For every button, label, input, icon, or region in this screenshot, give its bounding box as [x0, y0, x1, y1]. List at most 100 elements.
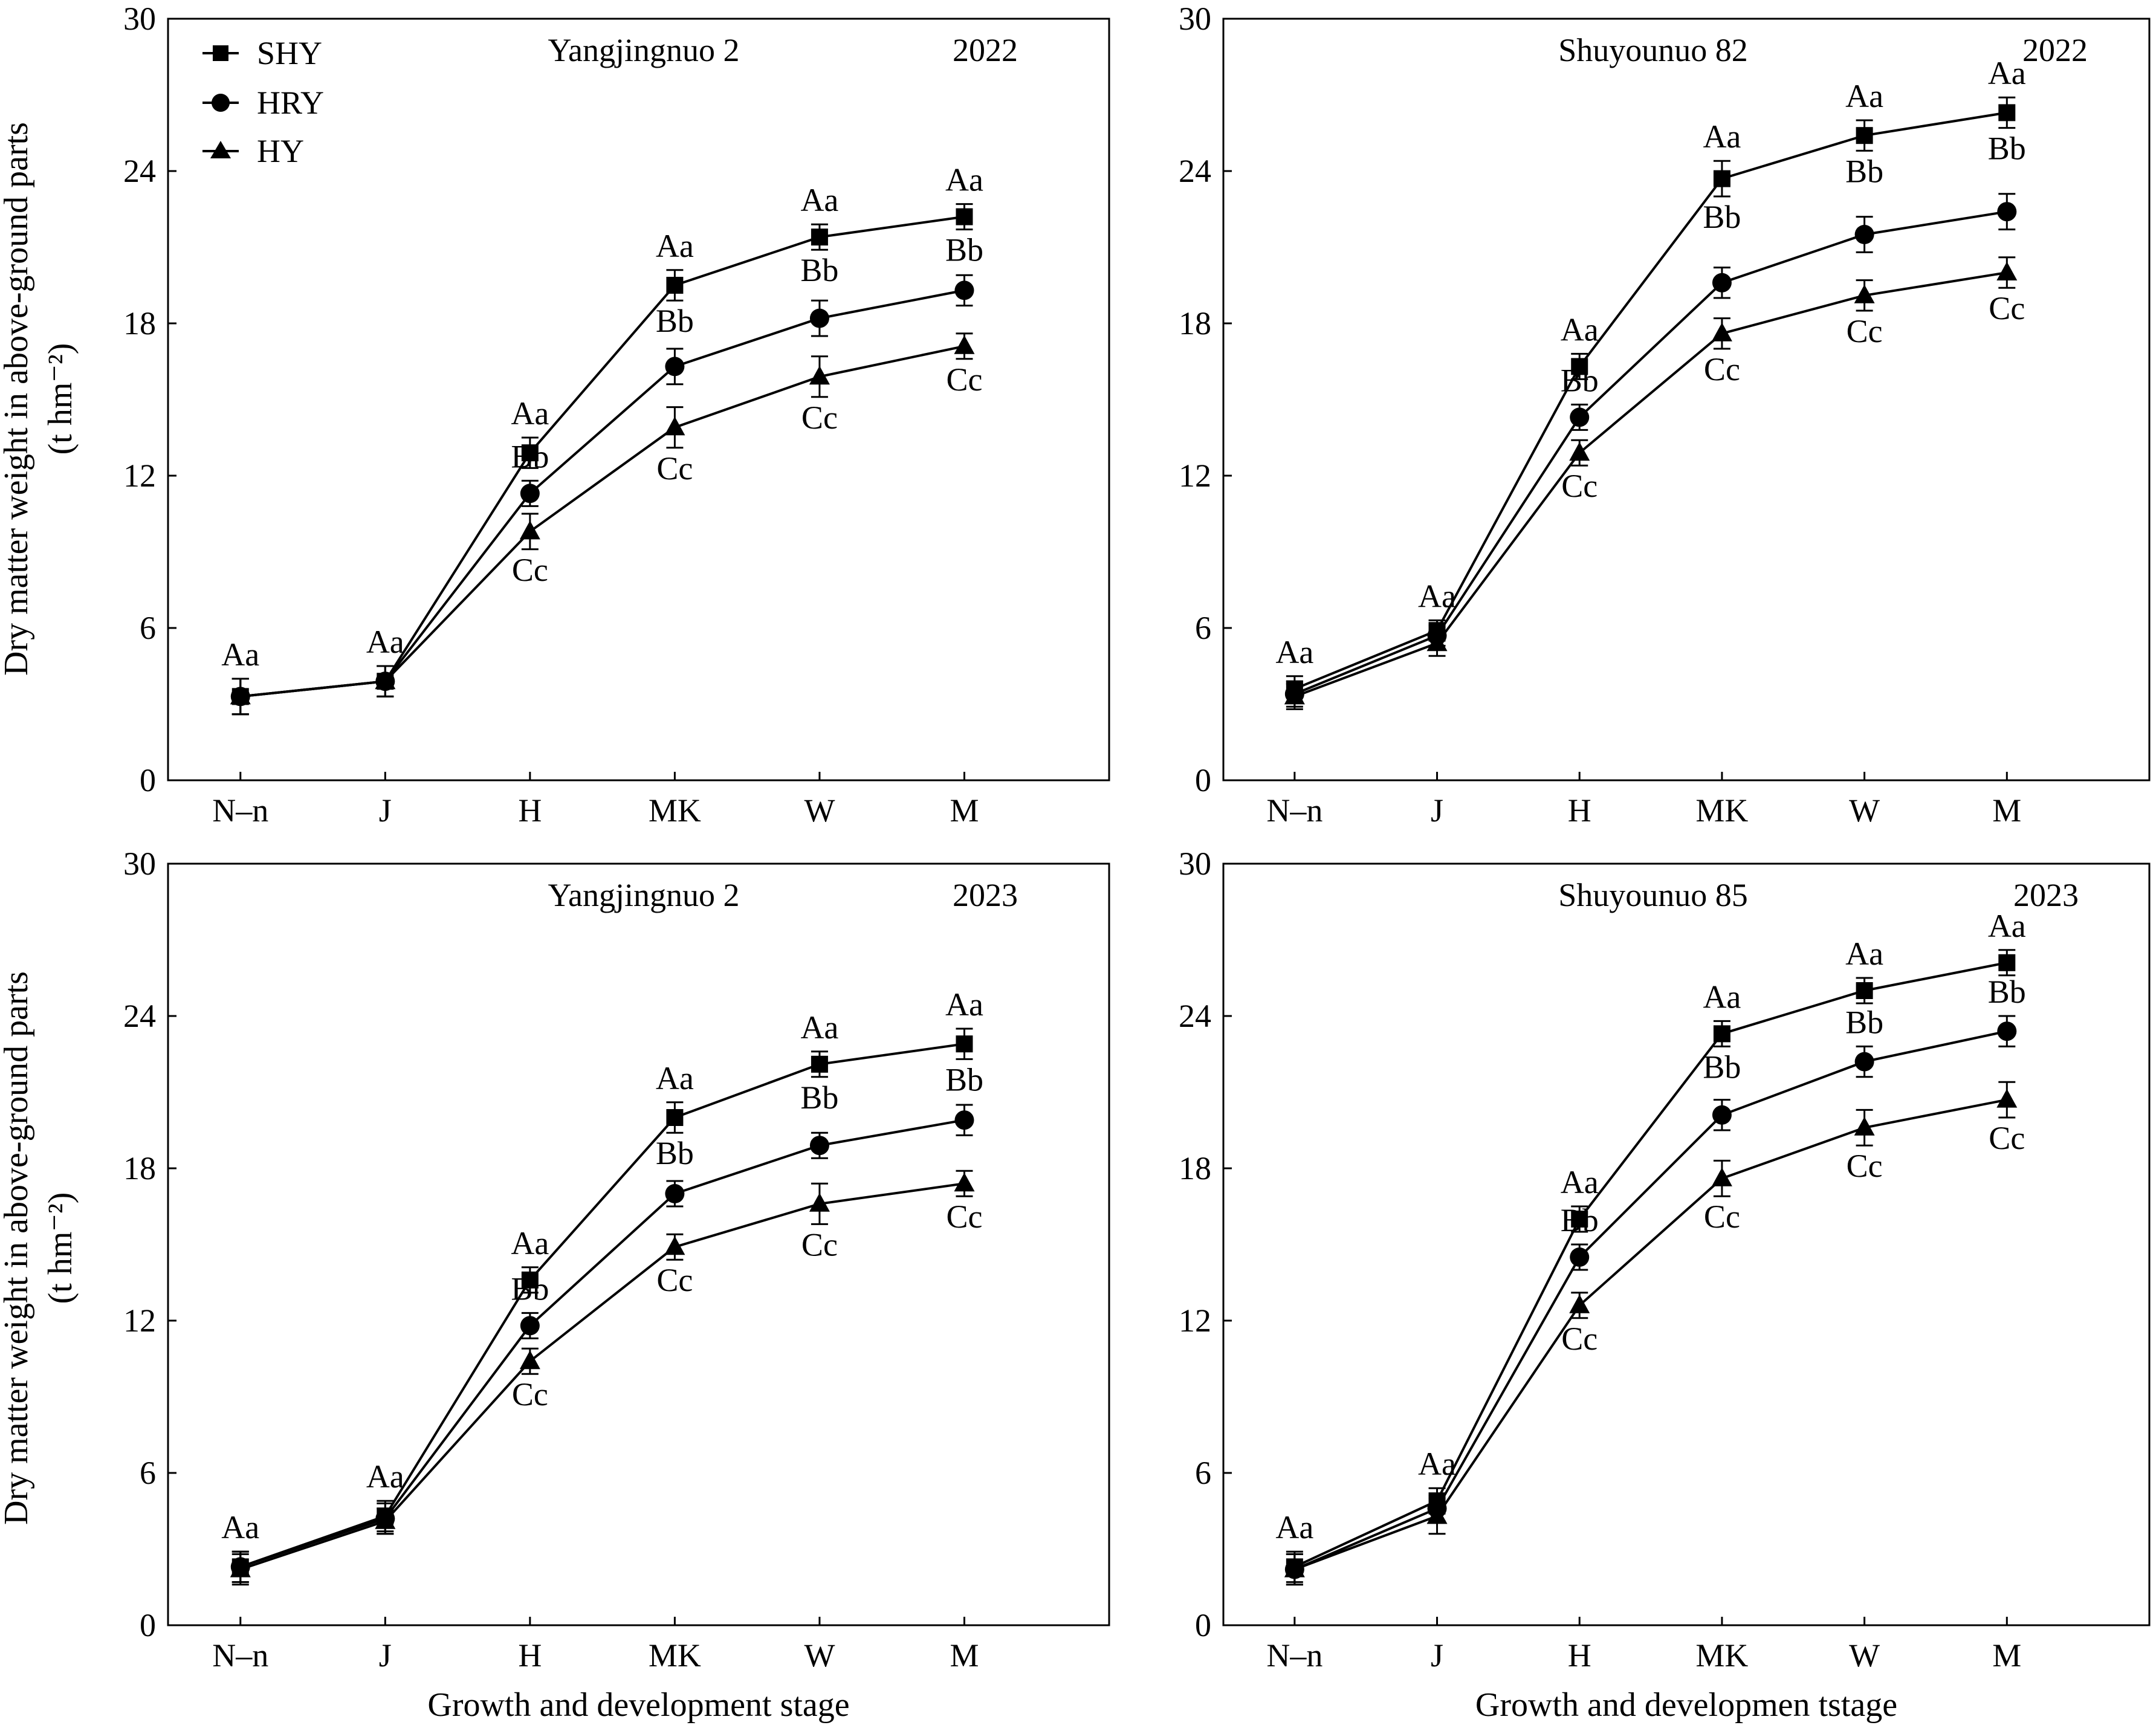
- y-tick-label: 12: [1179, 458, 1211, 494]
- data-point-shy: [811, 228, 828, 246]
- data-point-hry: [665, 1184, 685, 1203]
- significance-label: Aa: [800, 182, 838, 218]
- plot-frame: [167, 18, 1110, 781]
- data-point-hy: [1284, 685, 1305, 705]
- significance-label: Aa: [366, 1458, 404, 1495]
- data-point-hy: [230, 1558, 251, 1577]
- legend-marker-hry: [212, 94, 230, 112]
- x-tick-label: M: [950, 1637, 979, 1674]
- data-point-hry: [1712, 273, 1732, 293]
- significance-label: Cc: [1561, 468, 1598, 504]
- significance-label: Aa: [221, 1509, 259, 1545]
- y-tick-label: 18: [123, 1150, 156, 1186]
- x-tick-label: J: [1431, 792, 1443, 829]
- significance-label: Bb: [656, 1135, 694, 1171]
- data-point-hry: [520, 1316, 540, 1336]
- x-tick-label: MK: [1695, 1637, 1748, 1674]
- data-point-hy: [375, 1510, 396, 1529]
- significance-label: Aa: [1703, 118, 1741, 155]
- data-point-shy: [666, 1109, 684, 1126]
- data-point-shy: [811, 1055, 828, 1073]
- data-point-hy: [809, 366, 830, 385]
- significance-label: Bb: [1988, 974, 2026, 1010]
- data-point-hy: [1569, 442, 1590, 461]
- significance-label: Bb: [945, 1061, 983, 1098]
- legend-marker-shy: [213, 45, 228, 61]
- data-point-hry: [520, 484, 540, 503]
- legend: SHY HRY HY: [202, 35, 324, 169]
- data-point-hry: [1997, 1021, 2017, 1041]
- y-tick-label: 6: [1195, 610, 1211, 646]
- data-point-hy: [519, 520, 540, 540]
- data-point-hy: [1996, 1089, 2018, 1108]
- panel-title: Shuyounuo 82: [1558, 32, 1748, 68]
- significance-label: Aa: [656, 1060, 694, 1096]
- significance-label: Cc: [1847, 1148, 1883, 1184]
- significance-label: Cc: [1989, 1120, 2025, 1156]
- data-point-hry: [1854, 225, 1874, 244]
- x-tick-label: W: [1849, 792, 1880, 829]
- series-line-hry: [1294, 1030, 2007, 1571]
- data-point-hry: [954, 1110, 974, 1130]
- series-line-shy: [240, 215, 965, 698]
- x-axis-label: Growth and developmen tstage: [1475, 1686, 1897, 1724]
- x-tick-label: M: [950, 792, 979, 829]
- y-tick-label: 30: [1179, 1, 1211, 37]
- data-point-shy: [1998, 104, 2016, 121]
- x-tick-label: J: [1431, 1637, 1443, 1674]
- figure-labels: Dry matter weight in above-ground parts …: [0, 122, 79, 1525]
- significance-label: Aa: [1561, 1164, 1599, 1200]
- chart-panel-3: 0 6 12 18 24 30 N–n J H MK W M Yangjingnuo 2 2023 Grow…: [123, 846, 1110, 1724]
- y-tick-label: 12: [1179, 1302, 1211, 1339]
- y-tick-label: 24: [123, 998, 156, 1034]
- y-tick-label: 18: [123, 305, 156, 341]
- data-point-hy: [954, 1173, 975, 1192]
- legend-marker-hy: [210, 141, 231, 158]
- series-line-shy: [240, 1043, 965, 1568]
- significance-label: Cc: [1561, 1321, 1598, 1357]
- data-point-hry: [665, 357, 685, 377]
- series-line-hy: [240, 1182, 965, 1571]
- significance-label: Bb: [1561, 1202, 1599, 1238]
- y-axis-unit-top: (t hm⁻²): [42, 343, 79, 455]
- significance-label: Aa: [945, 986, 983, 1023]
- data-point-shy: [1713, 1025, 1730, 1043]
- y-tick-label: 0: [140, 762, 156, 798]
- x-tick-label: MK: [649, 1637, 701, 1674]
- panel-year: 2023: [953, 877, 1018, 913]
- legend-label-shy: SHY: [257, 35, 322, 71]
- panel-title: Shuyounuo 85: [1558, 877, 1748, 913]
- x-axis-label: Growth and development stage: [427, 1686, 849, 1724]
- series-line-hy: [240, 345, 965, 698]
- x-tick-label: M: [1992, 792, 2021, 829]
- data-point-hy: [664, 1236, 685, 1255]
- data-point-hry: [1570, 1247, 1590, 1267]
- data-point-hy: [1996, 262, 2018, 280]
- panel-title: Yangjingnuo 2: [548, 877, 739, 913]
- significance-label: Bb: [1845, 1004, 1883, 1040]
- significance-label: Bb: [1703, 1049, 1741, 1085]
- series-line-hry: [240, 289, 965, 698]
- data-point-shy: [1713, 170, 1730, 187]
- significance-label: Aa: [221, 636, 259, 673]
- plot-frame: [167, 862, 1110, 1626]
- data-point-hry: [1712, 1105, 1732, 1125]
- significance-label: Aa: [1418, 1446, 1456, 1482]
- x-tick-label: M: [1992, 1637, 2021, 1674]
- series-line-hy: [1294, 271, 2007, 698]
- y-tick-label: 0: [1195, 762, 1211, 798]
- data-point-shy: [1571, 358, 1588, 375]
- significance-label: Aa: [656, 228, 694, 264]
- significance-label: Bb: [1988, 131, 2026, 167]
- significance-label: Aa: [1988, 908, 2026, 944]
- significance-label: Cc: [656, 1262, 693, 1298]
- data-point-hy: [1711, 1167, 1732, 1186]
- data-point-hy: [230, 685, 251, 705]
- data-point-shy: [521, 444, 539, 462]
- significance-label: Aa: [1418, 578, 1456, 614]
- x-tick-label: N–n: [212, 792, 268, 829]
- y-axis-label-top: Dry matter weight in above-ground parts: [0, 122, 35, 676]
- significance-label: Cc: [1704, 1199, 1740, 1235]
- panel-year: 2022: [953, 32, 1018, 68]
- legend-label-hy: HY: [257, 133, 304, 169]
